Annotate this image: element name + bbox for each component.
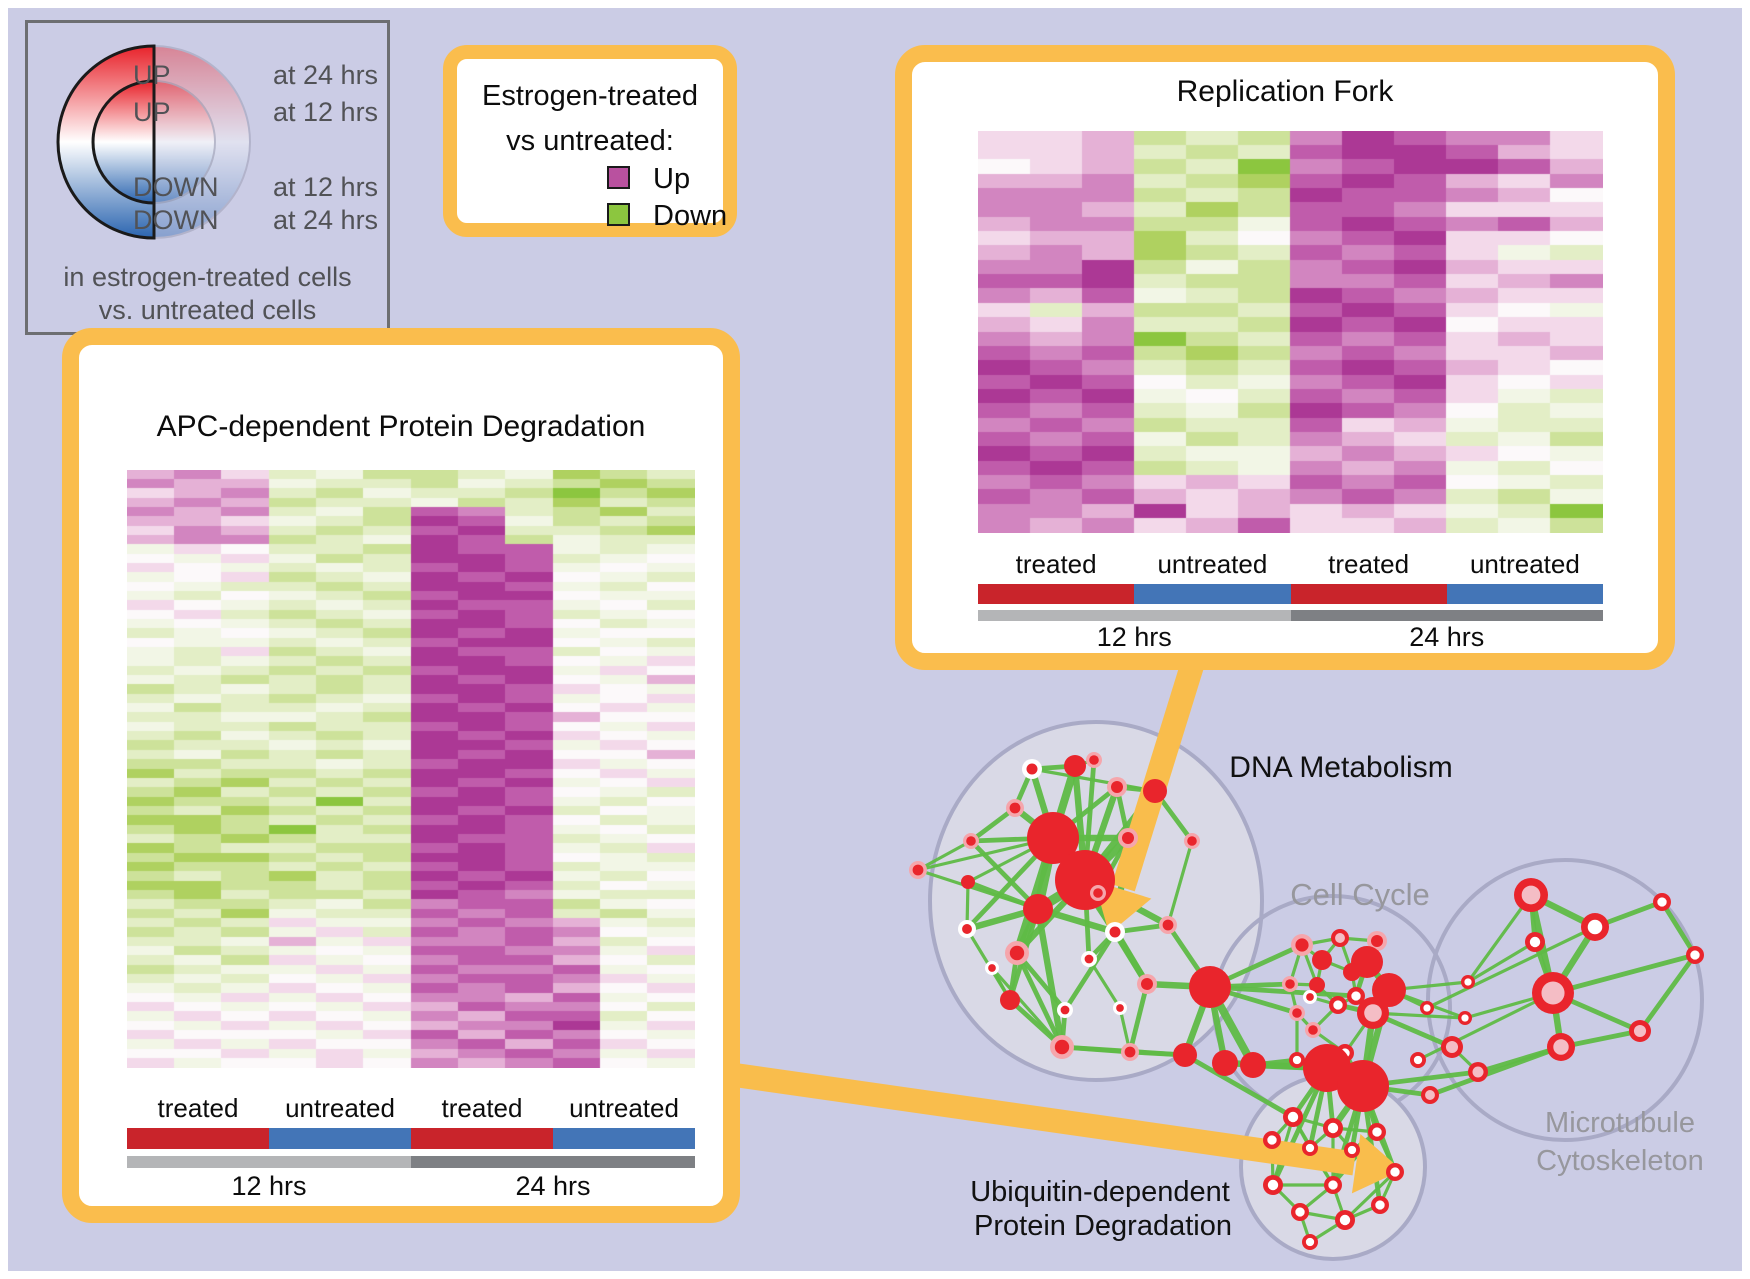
time-bar-segment [978,610,1291,621]
replication-fork-heatmap-panel: Replication Fork treated untreated treated… [895,45,1675,670]
treatment-group-label: untreated [285,1093,395,1123]
treatment-bar-segment [978,584,1135,604]
treatment-bar-segment [1446,584,1603,604]
apc-heatmap [127,470,695,1068]
treatment-group-label: treated [1015,549,1097,579]
treatment-group-label: treated [441,1093,523,1123]
time-bar-segment [1290,610,1603,621]
time-label: at 12 hrs [273,97,379,127]
replication-fork-heatmap [978,131,1603,533]
legend-footer-line1: in estrogen-treated cells [63,262,352,292]
estrogen-legend-box: Estrogen-treated vs untreated: Up Down [443,45,737,237]
legend-title-line1: Estrogen-treated [481,80,698,112]
treatment-bar-segment [553,1128,695,1149]
time-point-label: 24 hrs [515,1171,591,1201]
apc-heatmap-panel: APC-dependent Protein Degradation treate… [62,328,740,1223]
time-point-label: 12 hrs [1096,622,1172,652]
down-color-swatch [607,203,630,226]
time-label: at 24 hrs [273,205,379,235]
legend-title-line2: vs untreated: [506,125,674,157]
direction-label: UP [133,60,171,90]
treatment-group-label: untreated [1157,549,1268,579]
time-point-label: 12 hrs [231,1171,307,1201]
up-label: Up [653,163,691,195]
direction-label: DOWN [133,205,219,235]
treatment-bar-segment [127,1128,269,1149]
concentric-circles-legend-icon [56,44,251,240]
time-label: at 12 hrs [273,172,379,202]
treatment-bar-segment [269,1128,411,1149]
legend-footer-line2: vs. untreated cells [98,295,317,325]
treatment-group-label: untreated [569,1093,679,1123]
time-point-label: 24 hrs [1409,622,1485,652]
down-label: Down [653,200,728,232]
time-label: at 24 hrs [273,60,379,90]
time-bar-segment [127,1156,411,1168]
treatment-group-label: treated [1328,549,1410,579]
inner-circle-left-half [91,79,156,205]
treatment-bar-segment [1290,584,1447,604]
direction-label: UP [133,97,171,127]
panel-title: APC-dependent Protein Degradation [156,410,646,443]
treatment-bar-segment [411,1128,553,1149]
panel-title: Replication Fork [1176,75,1394,108]
treatment-group-label: untreated [1469,549,1580,579]
direction-label: DOWN [133,172,219,202]
time-bar-segment [411,1156,695,1168]
treatment-group-label: treated [157,1093,239,1123]
circle-legend-box: UP at 24 hrs UP at 12 hrs DOWN at 12 hrs… [25,20,390,335]
up-color-swatch [607,166,630,189]
treatment-bar-segment [1134,584,1291,604]
